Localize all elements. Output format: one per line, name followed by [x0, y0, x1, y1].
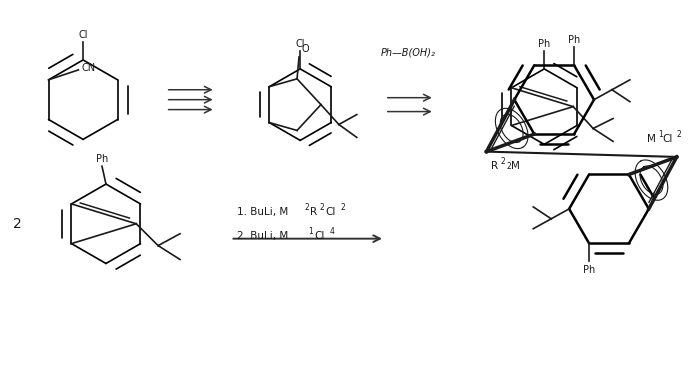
Text: Ph: Ph [583, 265, 595, 275]
Text: Cl: Cl [78, 30, 88, 40]
Text: M: M [512, 161, 520, 171]
Text: Ph: Ph [538, 39, 550, 49]
Text: 2: 2 [340, 203, 345, 212]
Text: O: O [301, 44, 309, 54]
Text: 2: 2 [13, 217, 22, 231]
Text: 2: 2 [677, 131, 681, 139]
Text: Cl: Cl [325, 207, 335, 217]
Text: Cl: Cl [663, 134, 673, 144]
Text: R: R [491, 161, 498, 171]
Text: CN: CN [81, 63, 96, 73]
Text: 2. BuLi, M: 2. BuLi, M [237, 231, 288, 241]
Text: 1: 1 [658, 131, 662, 139]
Text: R: R [310, 207, 317, 217]
Text: 2: 2 [304, 203, 309, 212]
Text: 2: 2 [506, 162, 511, 171]
Text: 2: 2 [500, 157, 505, 166]
Text: 4: 4 [330, 227, 335, 236]
Text: 2: 2 [319, 203, 324, 212]
Text: 1: 1 [308, 227, 313, 236]
Text: Cl: Cl [295, 39, 305, 49]
Text: Ph: Ph [96, 154, 108, 164]
Text: Ph: Ph [568, 35, 580, 45]
Text: M: M [647, 134, 656, 144]
Text: Ph—B(OH)₂: Ph—B(OH)₂ [380, 47, 435, 57]
Text: Cl: Cl [314, 231, 325, 241]
Text: 1. BuLi, M: 1. BuLi, M [237, 207, 288, 217]
